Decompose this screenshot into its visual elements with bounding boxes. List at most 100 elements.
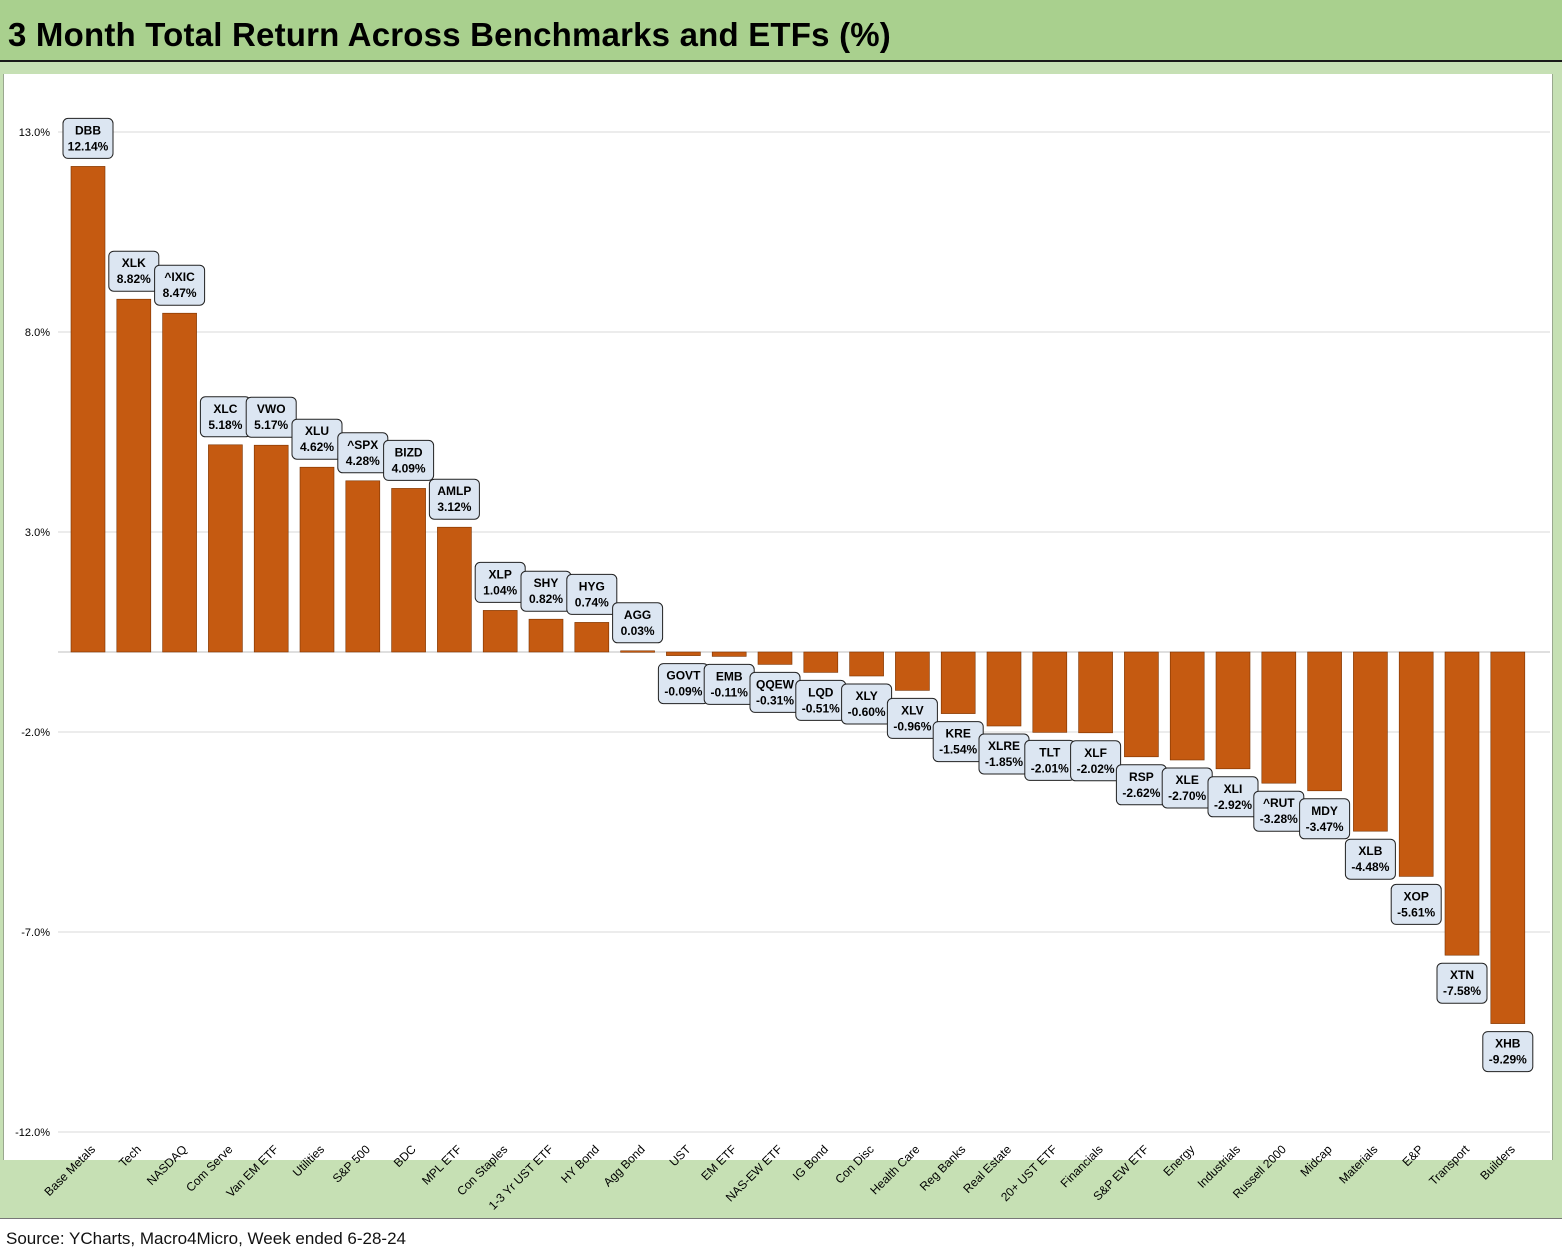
data-label-box bbox=[383, 439, 435, 481]
data-label-value: -3.28% bbox=[1260, 812, 1298, 826]
data-label-value: 0.74% bbox=[575, 595, 609, 609]
category-label: IG Bond bbox=[790, 1142, 831, 1183]
data-label-ticker: AGG bbox=[624, 608, 651, 622]
data-label-ticker: XLV bbox=[901, 703, 923, 717]
category-label: Base Metals bbox=[42, 1142, 99, 1199]
data-label-box bbox=[154, 264, 206, 306]
data-label-value: 0.82% bbox=[529, 592, 563, 606]
data-label-ticker: XLP bbox=[489, 567, 512, 581]
data-label-ticker: XLE bbox=[1176, 773, 1199, 787]
category-label: Energy bbox=[1161, 1142, 1198, 1179]
bar bbox=[1261, 651, 1297, 784]
data-label-ticker: XLF bbox=[1084, 746, 1107, 760]
data-label-box bbox=[1436, 962, 1488, 1004]
data-label-ticker: RSP bbox=[1129, 770, 1154, 784]
data-label-value: 8.47% bbox=[163, 286, 197, 300]
data-label-ticker: BIZD bbox=[395, 445, 423, 459]
data-label-value: -7.58% bbox=[1443, 984, 1481, 998]
data-label-value: -1.54% bbox=[939, 743, 977, 757]
category-label: MPL ETF bbox=[419, 1142, 464, 1187]
data-label-value: 8.82% bbox=[117, 272, 151, 286]
data-label-ticker: XLU bbox=[305, 424, 329, 438]
data-label-ticker: GOVT bbox=[666, 669, 701, 683]
data-label-ticker: ^RUT bbox=[1263, 796, 1295, 810]
source-bar: Source: YCharts, Macro4Micro, Week ended… bbox=[0, 1218, 1562, 1257]
y-tick-label: 3.0% bbox=[25, 527, 50, 539]
bar bbox=[620, 650, 655, 653]
bar bbox=[116, 298, 152, 653]
data-label-ticker: XOP bbox=[1404, 889, 1429, 903]
data-label-box bbox=[245, 396, 297, 438]
data-label-ticker: SHY bbox=[534, 576, 559, 590]
data-label-ticker: VWO bbox=[257, 402, 286, 416]
bar bbox=[162, 312, 197, 653]
bar bbox=[482, 610, 518, 653]
bar bbox=[849, 651, 884, 677]
bar bbox=[711, 651, 747, 657]
category-label: E&P bbox=[1399, 1142, 1426, 1169]
bar bbox=[1307, 651, 1342, 792]
bar bbox=[253, 444, 289, 653]
data-label-value: 5.18% bbox=[208, 418, 242, 432]
data-label-value: -2.01% bbox=[1031, 761, 1069, 775]
data-label-ticker: QQEW bbox=[756, 677, 795, 691]
data-label-ticker: XLC bbox=[213, 402, 237, 416]
data-label-ticker: XLB bbox=[1358, 844, 1382, 858]
data-label-box bbox=[1070, 740, 1122, 782]
right-panel bbox=[1551, 62, 1562, 1218]
data-label-value: 4.28% bbox=[346, 454, 380, 468]
bar bbox=[208, 444, 243, 653]
data-label-value: -2.62% bbox=[1122, 786, 1160, 800]
data-label-ticker: XTN bbox=[1450, 968, 1474, 982]
y-tick-label: -12.0% bbox=[15, 1127, 50, 1139]
bar bbox=[528, 618, 564, 653]
data-label-ticker: XLY bbox=[855, 689, 877, 703]
data-label-box bbox=[1344, 838, 1396, 880]
source-note: Source: YCharts, Macro4Micro, Week ended… bbox=[6, 1229, 407, 1248]
category-label: UST bbox=[667, 1142, 694, 1169]
bar bbox=[1124, 651, 1159, 758]
data-label-ticker: EMB bbox=[716, 669, 743, 683]
category-label: S&P 500 bbox=[330, 1142, 373, 1185]
data-label-ticker: ^SPX bbox=[347, 438, 378, 452]
data-label-box bbox=[566, 573, 618, 615]
data-label-ticker: DBB bbox=[75, 123, 101, 137]
data-label-value: -2.70% bbox=[1168, 789, 1206, 803]
bar bbox=[70, 166, 106, 653]
data-label-value: -1.85% bbox=[985, 755, 1023, 769]
bar bbox=[803, 651, 839, 673]
bar bbox=[940, 651, 976, 714]
category-label: Transport bbox=[1426, 1142, 1472, 1188]
data-label-value: -5.61% bbox=[1397, 905, 1435, 919]
title-bar: 3 Month Total Return Across Benchmarks a… bbox=[0, 0, 1562, 62]
y-tick-label: 13.0% bbox=[19, 127, 50, 139]
category-label: NASDAQ bbox=[144, 1142, 190, 1188]
data-label-ticker: MDY bbox=[1311, 804, 1338, 818]
category-label: Utilities bbox=[290, 1142, 327, 1179]
data-label-value: -3.47% bbox=[1306, 820, 1344, 834]
category-label: Agg Bond bbox=[601, 1142, 648, 1189]
category-label: Builders bbox=[1477, 1142, 1518, 1183]
top-panel bbox=[0, 62, 1562, 74]
data-label-value: -9.29% bbox=[1489, 1053, 1527, 1067]
data-label-ticker: ^IXIC bbox=[164, 270, 195, 284]
data-label-box bbox=[612, 602, 664, 644]
bar bbox=[391, 488, 426, 653]
category-label: EM ETF bbox=[698, 1142, 739, 1183]
data-label-value: -0.09% bbox=[664, 685, 702, 699]
category-label: Health Care bbox=[867, 1142, 922, 1197]
bar bbox=[1398, 651, 1434, 877]
bar bbox=[895, 651, 930, 691]
bar bbox=[1353, 651, 1388, 832]
category-label: Materials bbox=[1336, 1142, 1380, 1186]
bar bbox=[666, 651, 701, 656]
data-label-value: -0.96% bbox=[893, 719, 931, 733]
bar-chart: 13.0% 8.0% 3.0% -2.0% -7.0% -12.0% DBB 12.14% XL… bbox=[15, 117, 1550, 1213]
data-label-ticker: XLRE bbox=[988, 739, 1020, 753]
y-tick-label: -2.0% bbox=[21, 727, 50, 739]
data-label-value: -0.51% bbox=[802, 701, 840, 715]
y-tick-label: 8.0% bbox=[25, 327, 50, 339]
data-label-ticker: AMLP bbox=[437, 484, 471, 498]
data-label-ticker: XHB bbox=[1495, 1037, 1521, 1051]
bar bbox=[1490, 651, 1526, 1024]
